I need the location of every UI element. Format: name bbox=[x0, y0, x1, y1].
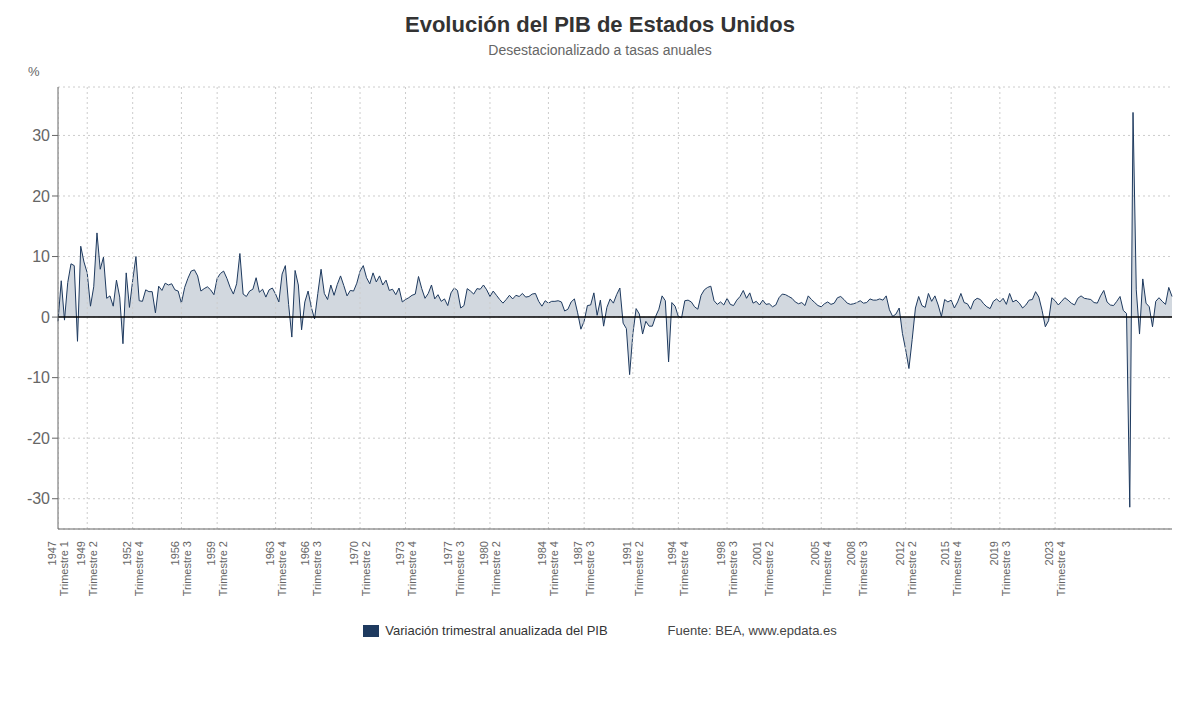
html-text:Variación trimestral anualizad: Variación trimestral anualizada del PIB bbox=[385, 623, 608, 638]
svg-text:2019Trimestre 3: 2019Trimestre 3 bbox=[988, 541, 1012, 596]
svg-text:1970Trimestre 2: 1970Trimestre 2 bbox=[348, 541, 372, 596]
svg-text:1952Trimestre 4: 1952Trimestre 4 bbox=[121, 541, 145, 596]
svg-text:1963Trimestre 4: 1963Trimestre 4 bbox=[264, 541, 288, 596]
svg-text:2005Trimestre 4: 2005Trimestre 4 bbox=[809, 541, 833, 596]
svg-text:2001Trimestre 2: 2001Trimestre 2 bbox=[751, 541, 775, 596]
svg-text:1973Trimestre 4: 1973Trimestre 4 bbox=[394, 541, 418, 596]
svg-text:-20: -20 bbox=[27, 430, 50, 447]
svg-text:-10: -10 bbox=[27, 369, 50, 386]
svg-text:20: 20 bbox=[32, 188, 50, 205]
svg-text:1947Trimestre 1: 1947Trimestre 1 bbox=[46, 541, 70, 596]
svg-text:1959Trimestre 2: 1959Trimestre 2 bbox=[205, 541, 229, 596]
svg-text:1956Trimestre 3: 1956Trimestre 3 bbox=[169, 541, 193, 596]
svg-text:-30: -30 bbox=[27, 490, 50, 507]
svg-text:2023Trimestre 4: 2023Trimestre 4 bbox=[1043, 541, 1067, 596]
svg-text:1984Trimestre 4: 1984Trimestre 4 bbox=[536, 541, 560, 596]
svg-text:1987Trimestre 3: 1987Trimestre 3 bbox=[572, 541, 596, 596]
svg-text:1966Trimestre 3: 1966Trimestre 3 bbox=[299, 541, 323, 596]
svg-text:1977Trimestre 3: 1977Trimestre 3 bbox=[442, 541, 466, 596]
html-text:Evolución del PIB de Estados U: Evolución del PIB de Estados Unidos bbox=[405, 12, 795, 37]
svg-text:1980Trimestre 2: 1980Trimestre 2 bbox=[478, 541, 502, 596]
svg-text:1949Trimestre 2: 1949Trimestre 2 bbox=[75, 541, 99, 596]
svg-text:0: 0 bbox=[41, 309, 50, 326]
svg-text:2012Trimestre 2: 2012Trimestre 2 bbox=[894, 541, 918, 596]
svg-text:2008Trimestre 3: 2008Trimestre 3 bbox=[845, 541, 869, 596]
svg-text:30: 30 bbox=[32, 127, 50, 144]
svg-text:1998Trimestre 3: 1998Trimestre 3 bbox=[715, 541, 739, 596]
svg-text:2015Trimestre 4: 2015Trimestre 4 bbox=[939, 541, 963, 596]
svg-text:1994Trimestre 4: 1994Trimestre 4 bbox=[666, 541, 690, 596]
svg-text:10: 10 bbox=[32, 248, 50, 265]
html-text:Desestacionalizado a tasas anu: Desestacionalizado a tasas anuales bbox=[488, 42, 712, 58]
svg-text:1991Trimestre 2: 1991Trimestre 2 bbox=[621, 541, 645, 596]
html-text:Fuente: BEA, www.epdata.es: Fuente: BEA, www.epdata.es bbox=[667, 623, 837, 638]
